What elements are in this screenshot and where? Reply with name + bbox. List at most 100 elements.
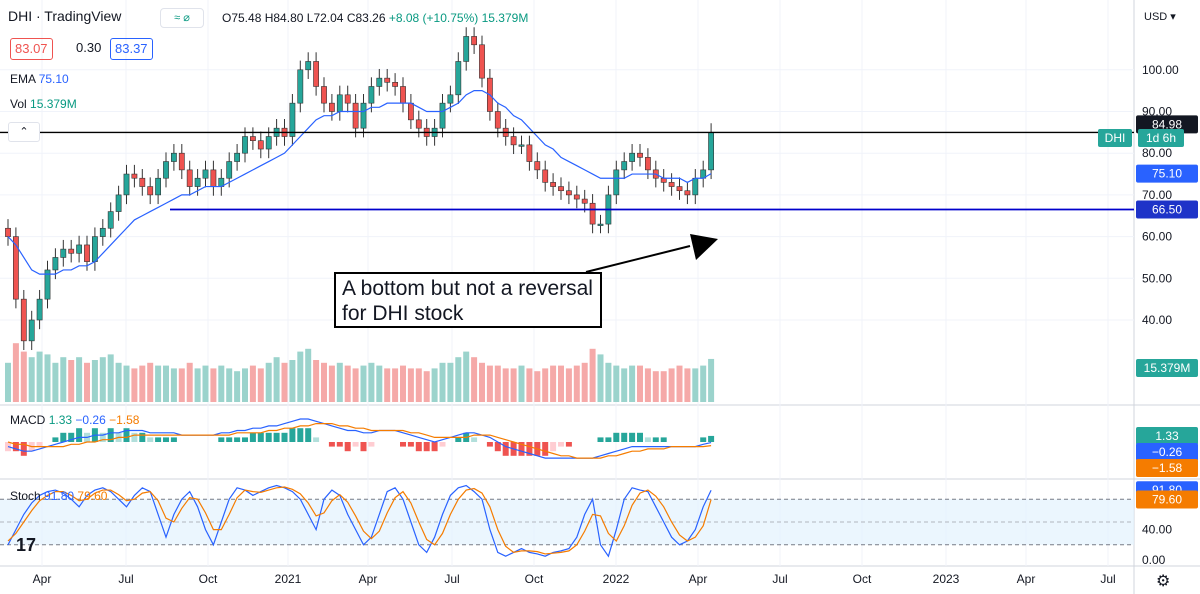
volume-bar bbox=[52, 362, 59, 402]
volume-bar bbox=[313, 360, 320, 402]
volume-bar bbox=[36, 351, 43, 402]
macd-histogram-bar bbox=[344, 442, 351, 452]
volume-bar bbox=[384, 368, 391, 402]
candle-body bbox=[52, 257, 59, 271]
vol-legend[interactable]: Vol 15.379M bbox=[10, 97, 77, 111]
badge-symbol: DHI bbox=[1105, 131, 1126, 145]
candle-body bbox=[471, 36, 477, 46]
macd-histogram-bar bbox=[439, 442, 446, 447]
symbol-title[interactable]: DHI · TradingView bbox=[8, 8, 122, 24]
volume-bar bbox=[486, 365, 493, 402]
volume-bar bbox=[652, 371, 659, 402]
volume-bar bbox=[139, 365, 146, 402]
ohlc-open: O75.48 bbox=[222, 11, 262, 25]
badge-volume-bg bbox=[1136, 359, 1198, 377]
x-tick-label: Oct bbox=[199, 572, 218, 586]
volume-bar bbox=[502, 368, 509, 402]
macd-signal-line bbox=[7, 423, 712, 459]
volume-bar bbox=[123, 365, 130, 402]
candle-body bbox=[84, 244, 90, 262]
x-tick-label: Apr bbox=[33, 572, 52, 586]
candle-body bbox=[36, 298, 43, 321]
volume-bar bbox=[660, 371, 667, 402]
spread-value: 0.30 bbox=[76, 40, 102, 55]
volume-bar bbox=[439, 362, 446, 402]
macd-histogram-bar bbox=[352, 442, 359, 447]
candle-body bbox=[257, 140, 264, 150]
volume-bar bbox=[186, 362, 193, 402]
y-tick-label: 80.00 bbox=[1142, 146, 1172, 160]
candle-body bbox=[60, 248, 67, 258]
stoch-k-line bbox=[7, 484, 712, 558]
x-tick-label: Apr bbox=[359, 572, 378, 586]
candle-body bbox=[68, 248, 75, 254]
candle-body bbox=[392, 82, 398, 87]
volume-bar bbox=[12, 343, 19, 402]
currency-selector[interactable]: USD ▾ bbox=[1144, 11, 1176, 23]
macd-histogram-bar bbox=[76, 428, 83, 442]
macd-histogram-bar bbox=[360, 442, 367, 452]
badge-macd-signal-bg bbox=[1136, 459, 1198, 477]
macd-legend[interactable]: MACD 1.33 −0.26 −1.58 bbox=[10, 413, 139, 427]
macd-histogram-bar bbox=[652, 437, 659, 442]
volume-bar bbox=[637, 365, 643, 402]
volume-bar bbox=[518, 365, 525, 402]
macd-histogram-bar bbox=[242, 437, 248, 442]
volume-bar bbox=[28, 357, 35, 402]
volume-bar bbox=[44, 354, 51, 402]
badge-ema-bg bbox=[1136, 164, 1198, 183]
ohlc-change: +8.08 (+10.75%) bbox=[388, 11, 479, 25]
stoch-label: Stoch bbox=[10, 489, 41, 503]
ohlc-readout: O75.48 H84.80 L72.04 C83.26 +8.08 (+10.7… bbox=[222, 11, 528, 25]
candle-body bbox=[447, 94, 454, 104]
candle-body bbox=[321, 86, 327, 104]
candle-body bbox=[415, 119, 422, 129]
candle-body bbox=[589, 202, 596, 225]
macd-histogram-bar bbox=[226, 437, 233, 442]
volume-bar bbox=[565, 368, 572, 402]
candle-body bbox=[202, 169, 209, 179]
volume-bar bbox=[242, 368, 248, 402]
annotation-box[interactable]: A bottom but not a reversal for DHI stoc… bbox=[334, 272, 602, 328]
macd-histogram-bar bbox=[471, 437, 478, 442]
candle-body bbox=[13, 236, 19, 300]
candle-body bbox=[186, 169, 193, 187]
macd-histogram-bar bbox=[170, 437, 177, 442]
macd-histogram-bar bbox=[313, 437, 320, 442]
candle-body bbox=[384, 77, 391, 83]
macd-histogram-bar bbox=[700, 437, 707, 442]
volume-bar bbox=[415, 368, 422, 402]
x-tick-label: Apr bbox=[1017, 572, 1036, 586]
volume-bar bbox=[684, 368, 691, 402]
stoch-legend[interactable]: Stoch 91.80 79.60 bbox=[10, 489, 107, 503]
macd-histogram-bar bbox=[60, 432, 67, 442]
badge-stoch-d: 79.60 bbox=[1152, 493, 1182, 507]
macd-histogram-bar bbox=[234, 437, 241, 442]
volume-bar bbox=[423, 371, 430, 402]
macd-histogram-bar bbox=[518, 442, 525, 456]
compare-icon[interactable]: ≈ ⌀ bbox=[160, 8, 204, 28]
candle-body bbox=[518, 144, 525, 147]
volume-bar bbox=[463, 351, 470, 402]
ema-legend[interactable]: EMA 75.10 bbox=[10, 72, 69, 86]
candle-body bbox=[99, 227, 106, 237]
ask-price[interactable]: 83.37 bbox=[110, 38, 153, 60]
candle-body bbox=[407, 102, 414, 121]
badge-countdown: 1d 6h bbox=[1146, 131, 1176, 145]
volume-bar bbox=[542, 368, 549, 402]
volume-bar bbox=[589, 348, 596, 402]
volume-bar bbox=[76, 357, 83, 402]
price-badges: 84.98 DHI 1d 6h 75.10 66.50 15.379M 1.33 −0.26 −… bbox=[1098, 115, 1198, 509]
volume-bar bbox=[352, 368, 359, 402]
macd-histogram-bar bbox=[629, 432, 636, 442]
candle-body bbox=[147, 186, 154, 196]
macd-histogram-bar bbox=[131, 432, 138, 442]
volume-bar bbox=[550, 365, 557, 402]
ema-label: EMA bbox=[10, 72, 36, 86]
bid-price[interactable]: 83.07 bbox=[10, 38, 53, 60]
volume-bar bbox=[155, 365, 162, 402]
candle-body bbox=[250, 136, 256, 141]
candle-body bbox=[629, 152, 635, 162]
chevron-up-icon[interactable]: ⌃ bbox=[8, 122, 40, 142]
